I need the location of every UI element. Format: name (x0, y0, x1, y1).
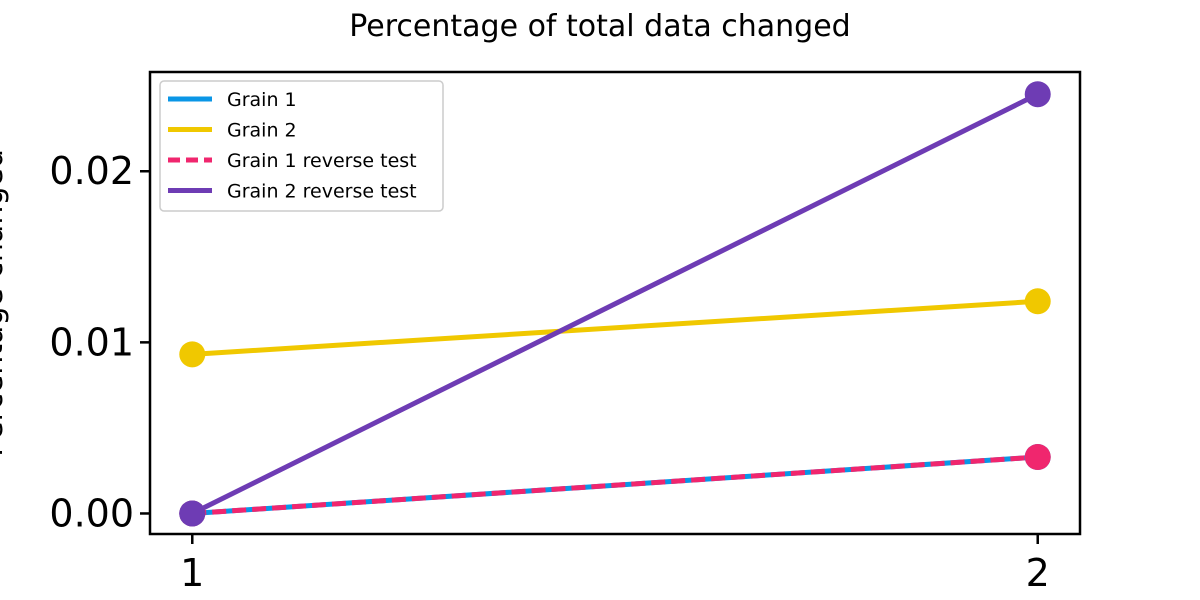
legend-label: Grain 1 reverse test (227, 150, 417, 172)
plot-frame (148, 70, 1082, 536)
series-line (191, 92, 1039, 516)
axis-ticks: 1 2 0.00 0.01 0.02 (49, 149, 1049, 595)
legend-label: Grain 1 (227, 89, 297, 111)
data-point (1024, 288, 1051, 315)
series-line (192, 298, 1038, 357)
y-tick-label: 0.01 (49, 320, 134, 364)
legend-label: Grain 2 (227, 120, 297, 142)
series-lines (179, 81, 1051, 527)
y-tick-label: 0.00 (49, 491, 134, 535)
y-tick-label: 0.02 (49, 149, 134, 193)
legend-box (159, 80, 444, 212)
legend-label: Grain 2 reverse test (227, 181, 417, 203)
series-line (192, 454, 1038, 516)
legend: Grain 1 Grain 2 Grain 1 reverse test Grain … (159, 80, 444, 212)
x-tick-label: 1 (180, 551, 204, 595)
data-point (1024, 81, 1051, 108)
chart-title: Percentage of total data changed (349, 9, 850, 44)
data-point (179, 500, 206, 527)
y-axis-label: Percentage changed (0, 149, 10, 457)
data-point (1024, 444, 1051, 470)
data-point (179, 341, 206, 368)
x-tick-label: 2 (1026, 551, 1050, 595)
